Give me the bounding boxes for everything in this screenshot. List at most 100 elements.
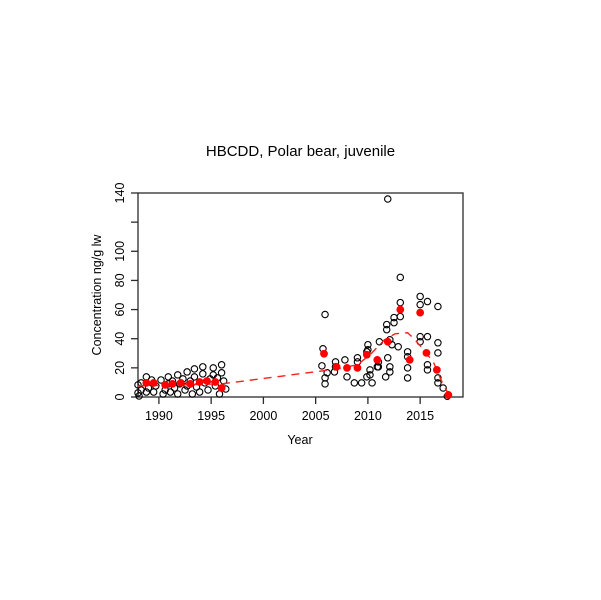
y-tick-label: 40 — [113, 332, 127, 346]
median-point — [405, 355, 414, 364]
y-tick-label: 100 — [113, 241, 127, 262]
sample-point — [384, 354, 392, 362]
sample-point — [374, 363, 383, 371]
sample-point — [364, 340, 372, 349]
median-point — [383, 337, 392, 346]
median-point — [211, 378, 220, 386]
sample-point — [386, 368, 394, 376]
sample-point — [149, 388, 158, 396]
sample-point — [394, 342, 402, 351]
sample-point — [434, 339, 442, 347]
median-point — [353, 363, 362, 372]
sample-point — [323, 369, 331, 377]
sample-point — [190, 373, 199, 381]
sample-point — [416, 292, 424, 301]
sample-point — [190, 365, 199, 373]
y-axis-title: Concentration ng/g lw — [90, 234, 104, 356]
sample-point — [423, 297, 432, 306]
sample-point — [416, 332, 424, 341]
median-point — [332, 362, 341, 371]
sample-point — [381, 373, 390, 381]
x-tick-label: 1995 — [197, 409, 225, 423]
median-point — [422, 348, 431, 357]
sample-point — [434, 374, 442, 382]
x-tick-label: 2000 — [249, 409, 277, 423]
chart-title: HBCDD, Polar bear, juvenile — [205, 143, 396, 160]
median-point — [362, 350, 371, 359]
sample-point — [199, 363, 207, 371]
sample-point — [434, 379, 442, 387]
median-point — [396, 305, 405, 314]
median-point — [161, 381, 170, 389]
sample-point — [164, 373, 173, 381]
median-point — [343, 363, 351, 372]
sample-point — [423, 332, 432, 341]
sample-point — [366, 366, 374, 374]
y-tick-label: 140 — [113, 183, 127, 204]
x-axis-title: Year — [287, 433, 313, 447]
sample-point — [350, 379, 359, 387]
sample-point — [204, 386, 212, 394]
y-tick-label: 60 — [113, 303, 127, 317]
sample-point — [353, 354, 362, 362]
sample-point — [195, 388, 204, 396]
median-point — [416, 308, 425, 317]
median-point — [217, 384, 226, 392]
median-point — [195, 378, 204, 386]
sample-point — [384, 195, 392, 203]
sample-point — [341, 356, 349, 364]
sample-point — [382, 325, 391, 334]
sample-point — [403, 348, 412, 356]
median-point — [373, 355, 382, 364]
sample-point — [434, 302, 442, 311]
median-point — [149, 378, 158, 387]
x-tick-label: 1990 — [145, 409, 173, 423]
sample-point — [157, 376, 165, 384]
sample-point — [434, 349, 442, 357]
sample-point — [321, 380, 329, 388]
median-point — [176, 378, 185, 387]
sample-point — [166, 388, 175, 396]
sample-point — [142, 388, 151, 396]
sample-point — [173, 371, 182, 379]
x-tick-label: 2010 — [354, 409, 382, 423]
sample-point — [217, 369, 226, 377]
trend-line — [137, 332, 449, 395]
sample-point — [386, 363, 394, 371]
sample-point — [321, 310, 329, 319]
median-point — [444, 391, 453, 399]
sample-point — [199, 370, 207, 378]
plot-frame — [137, 192, 464, 398]
sample-point — [382, 320, 391, 329]
sample-point — [183, 368, 191, 376]
sample-point — [217, 361, 226, 369]
median-point — [432, 365, 441, 374]
sample-point — [423, 366, 432, 374]
y-tick-label: 0 — [113, 393, 127, 400]
sample-point — [403, 374, 412, 382]
sample-point — [366, 371, 374, 379]
sample-point — [318, 362, 326, 370]
sample-point — [343, 373, 351, 381]
sample-point — [423, 361, 432, 369]
sample-point — [416, 300, 424, 309]
sample-point — [396, 273, 405, 282]
sample-point — [188, 390, 197, 398]
y-tick-label: 20 — [113, 361, 127, 375]
sample-point — [390, 318, 398, 327]
sample-point — [439, 384, 447, 392]
sample-point — [181, 386, 189, 394]
x-tick-label: 2015 — [406, 409, 434, 423]
x-tick-label: 2005 — [302, 409, 330, 423]
median-point — [168, 379, 177, 388]
median-point — [320, 349, 328, 358]
sample-point — [375, 338, 384, 346]
median-point — [186, 379, 195, 388]
sample-point — [396, 298, 405, 307]
y-tick-label: 80 — [113, 273, 127, 287]
sample-point — [403, 364, 412, 372]
sample-point — [209, 364, 217, 372]
sample-point — [159, 390, 167, 398]
